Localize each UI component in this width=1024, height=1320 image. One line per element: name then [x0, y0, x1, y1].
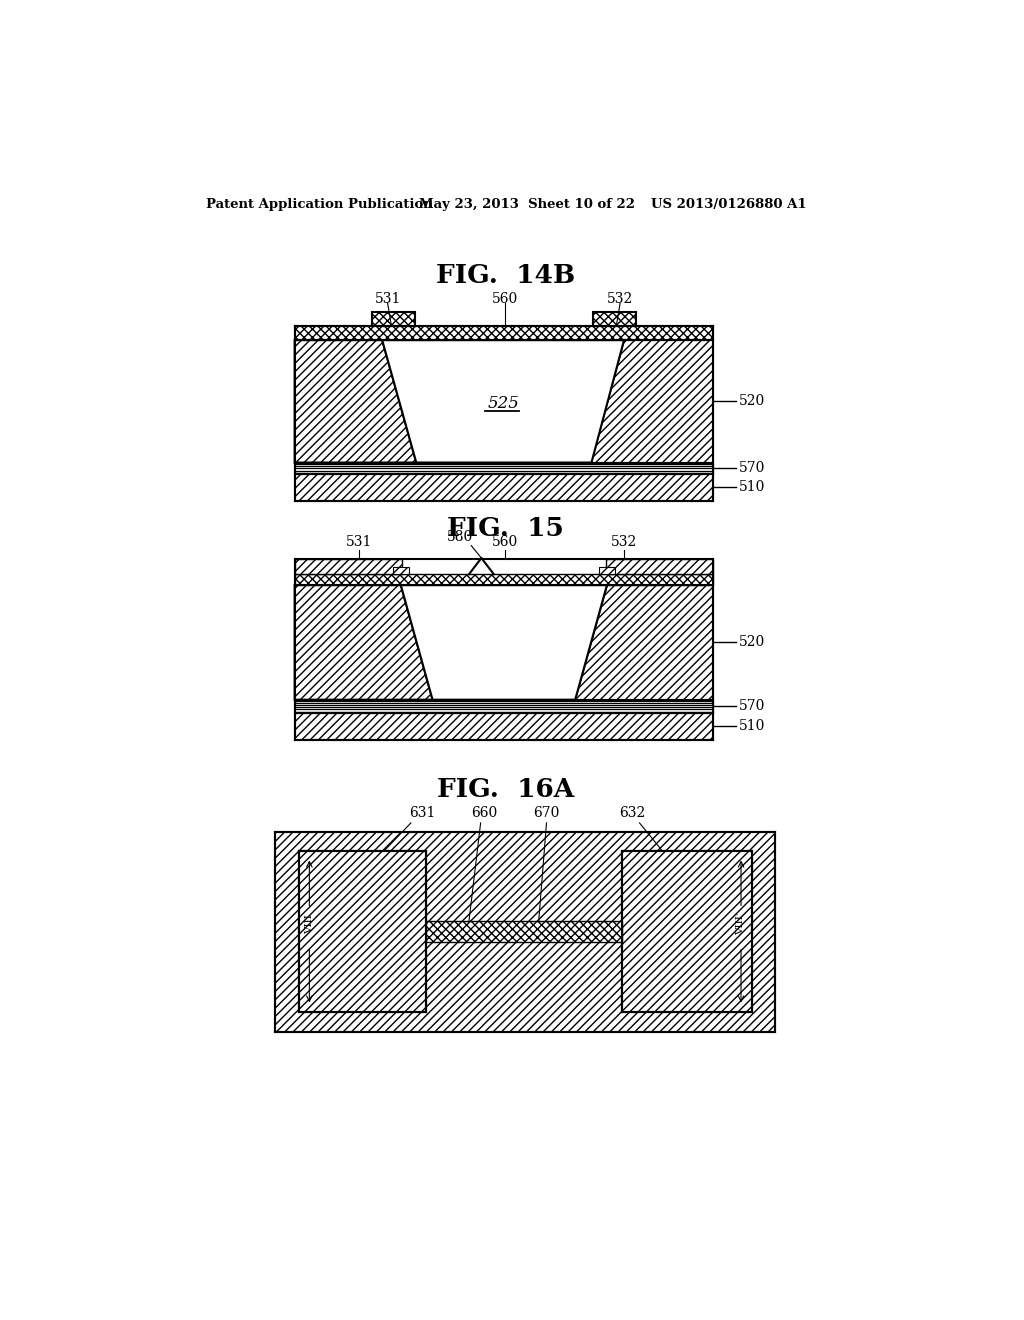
Polygon shape [295, 700, 713, 713]
Polygon shape [426, 921, 623, 942]
Polygon shape [295, 462, 713, 474]
Polygon shape [400, 585, 607, 700]
Polygon shape [295, 341, 417, 462]
Polygon shape [295, 326, 713, 341]
Polygon shape [382, 341, 624, 462]
Polygon shape [299, 851, 426, 1011]
Text: FIG.  15: FIG. 15 [447, 516, 564, 540]
Text: 510: 510 [738, 719, 765, 733]
Polygon shape [299, 851, 426, 1011]
Polygon shape [599, 566, 614, 574]
Polygon shape [275, 832, 775, 1032]
Text: US 2013/0126880 A1: US 2013/0126880 A1 [651, 198, 807, 211]
Text: 631: 631 [410, 805, 435, 820]
Text: VIII: VIII [305, 913, 313, 933]
Text: FIG.  14B: FIG. 14B [436, 263, 575, 288]
Text: 531: 531 [375, 292, 400, 305]
Text: 560: 560 [493, 535, 518, 549]
Text: 532: 532 [611, 535, 637, 549]
Text: 532: 532 [607, 292, 633, 305]
Polygon shape [593, 313, 636, 326]
Text: 660: 660 [471, 805, 498, 820]
Text: 670: 670 [534, 805, 560, 820]
Text: 570: 570 [738, 461, 765, 475]
Text: May 23, 2013  Sheet 10 of 22: May 23, 2013 Sheet 10 of 22 [419, 198, 635, 211]
Polygon shape [592, 341, 713, 462]
Polygon shape [623, 851, 752, 1011]
Text: 510: 510 [738, 480, 765, 494]
Text: 632: 632 [618, 805, 645, 820]
Text: 580: 580 [446, 531, 473, 544]
Polygon shape [295, 558, 401, 574]
Text: 531: 531 [346, 535, 372, 549]
Text: 520: 520 [738, 393, 765, 408]
Polygon shape [295, 713, 713, 739]
Polygon shape [295, 585, 432, 700]
Text: 560: 560 [493, 292, 518, 305]
Text: 520: 520 [738, 635, 765, 649]
Text: VIII': VIII' [736, 912, 745, 935]
Polygon shape [575, 585, 713, 700]
Polygon shape [623, 851, 752, 1011]
Text: FIG.  16A: FIG. 16A [437, 777, 574, 803]
Polygon shape [372, 313, 415, 326]
Polygon shape [295, 574, 713, 585]
Polygon shape [295, 474, 713, 502]
Text: 525: 525 [487, 395, 519, 412]
Text: Patent Application Publication: Patent Application Publication [206, 198, 432, 211]
Polygon shape [606, 558, 713, 574]
Text: 570: 570 [738, 698, 765, 713]
Polygon shape [393, 566, 409, 574]
